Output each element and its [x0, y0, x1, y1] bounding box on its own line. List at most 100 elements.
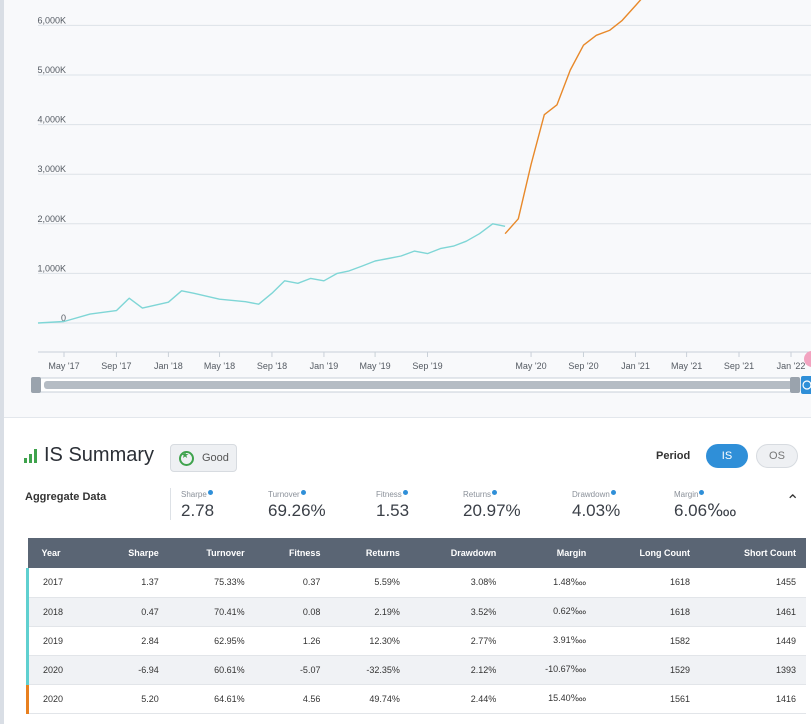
summary-header: IS Summary: [24, 444, 154, 467]
y-tick-label: 3,000K: [37, 164, 66, 174]
chevron-up-icon[interactable]: ⌃: [786, 493, 800, 510]
table-row: 2020 5.20 64.61% 4.56 49.74% 2.44% 15.40…: [26, 684, 806, 714]
table-cell: 2.12%: [409, 655, 507, 685]
is-summary-section: IS Summary Good Period IS OS Aggregate D…: [4, 420, 811, 724]
table-cell: 2018: [26, 597, 95, 627]
metric-drawdown: Drawdown 4.03%: [572, 490, 620, 521]
info-dot-icon[interactable]: [207, 490, 213, 495]
column-header[interactable]: Drawdown: [409, 538, 507, 568]
table-cell: 2020: [26, 684, 95, 714]
quality-badge: Good: [170, 444, 237, 472]
quality-badge-label: Good: [202, 452, 229, 464]
table-cell: 2.84: [94, 626, 169, 656]
pnl-chart-panel: 0 1,000K 2,000K 3,000K 4,000K 5,000K 6,000K Ma…: [4, 0, 811, 418]
column-header[interactable]: Turnover: [168, 538, 255, 568]
metric-turnover: Turnover 69.26%: [268, 490, 326, 521]
y-tick-label: 2,000K: [37, 214, 66, 224]
y-tick-label: 5,000K: [37, 65, 66, 75]
table-cell: 62.95%: [168, 626, 255, 656]
table-cell: 3.08%: [409, 568, 507, 598]
range-navigator-scrollbar[interactable]: [44, 381, 794, 389]
x-tick-label: Jan '18: [154, 361, 183, 371]
x-tick-label: Sep '20: [568, 361, 598, 371]
table-cell: 60.61%: [168, 655, 255, 685]
column-header[interactable]: Short Count: [699, 538, 806, 568]
metric-value: 4.03%: [572, 501, 621, 520]
table-header-row: Year Sharpe Turnover Fitness Returns Dra…: [27, 538, 806, 568]
pnl-series-is[interactable]: [37, 223, 506, 324]
left-sidebar-edge: [0, 0, 4, 724]
column-header[interactable]: Long Count: [596, 538, 700, 568]
medal-icon: [179, 450, 194, 466]
info-dot-icon[interactable]: [402, 490, 408, 495]
table-cell: 1529: [596, 655, 700, 685]
table-cell: 2.77%: [409, 626, 507, 656]
table-cell: 0.37: [254, 568, 331, 598]
y-tick-label: 1,000K: [37, 263, 66, 273]
pnl-series-os[interactable]: [504, 0, 649, 235]
info-dot-icon[interactable]: [492, 490, 498, 495]
table-cell: 0.62‱: [506, 597, 597, 627]
table-cell: -5.07: [254, 655, 331, 685]
range-handle-left[interactable]: [31, 377, 41, 393]
metric-label: Drawdown: [572, 490, 610, 499]
range-handle-right[interactable]: [790, 377, 800, 393]
x-tick-label: May '20: [515, 361, 546, 371]
table-cell: 2.19%: [330, 597, 410, 627]
x-tick-label: Sep '19: [412, 361, 442, 371]
table-row: 2017 1.37 75.33% 0.37 5.59% 3.08% 1.48‱ …: [26, 568, 806, 598]
table-cell: 0.47: [94, 597, 169, 627]
table-row: 2020 -6.94 60.61% -5.07 -32.35% 2.12% -1…: [26, 655, 806, 685]
column-header[interactable]: Returns: [330, 538, 410, 568]
column-header[interactable]: Sharpe: [94, 538, 169, 568]
table-cell: 12.30%: [330, 626, 410, 656]
table-cell: 1.26: [254, 626, 331, 656]
table-cell: 1449: [699, 626, 806, 656]
period-toggle-os[interactable]: OS: [756, 444, 798, 468]
column-header[interactable]: Fitness: [254, 538, 331, 568]
table-cell: 49.74%: [330, 684, 410, 714]
x-tick-label: Jan '19: [310, 361, 339, 371]
x-tick-label: May '21: [671, 361, 702, 371]
bar-chart-icon: [24, 448, 37, 463]
x-tick-label: Jan '21: [621, 361, 650, 371]
table-cell: 70.41%: [168, 597, 255, 627]
metric-value: 69.26%: [268, 501, 326, 520]
metric-value: 1.53: [376, 501, 410, 520]
x-tick-label: May '18: [204, 361, 235, 371]
table-cell: 1.37: [94, 568, 169, 598]
aggregate-divider: [170, 488, 171, 520]
period-label: Period: [656, 450, 691, 462]
x-tick-label: Sep '21: [724, 361, 754, 371]
zoom-reset-button[interactable]: [801, 376, 811, 394]
table-cell: 64.61%: [168, 684, 255, 714]
help-bubble-icon[interactable]: [804, 351, 811, 367]
info-dot-icon[interactable]: [300, 490, 306, 495]
table-cell: 2020: [26, 655, 95, 685]
aggregate-data-label: Aggregate Data: [25, 491, 107, 503]
pnl-chart[interactable]: 0 1,000K 2,000K 3,000K 4,000K 5,000K 6,000K Ma…: [4, 0, 811, 418]
table-cell: 1618: [596, 568, 700, 598]
table-cell: -6.94: [94, 655, 169, 685]
table-cell: 0.08: [254, 597, 331, 627]
table-cell: 1618: [596, 597, 700, 627]
simulation-results-page: 0 1,000K 2,000K 3,000K 4,000K 5,000K 6,000K Ma…: [4, 0, 811, 724]
y-tick-label: 4,000K: [37, 115, 66, 125]
metric-returns: Returns 20.97%: [463, 490, 521, 521]
period-toggle-is[interactable]: IS: [706, 444, 748, 468]
y-tick-label: 6,000K: [37, 15, 66, 25]
column-header[interactable]: Year: [27, 538, 95, 568]
table-cell: 2.44%: [409, 684, 507, 714]
table-cell: 15.40‱: [506, 684, 597, 714]
column-header[interactable]: Margin: [506, 538, 597, 568]
x-tick-label: Jan '22: [777, 361, 806, 371]
table-cell: 3.91‱: [506, 626, 597, 656]
table-cell: 1461: [699, 597, 806, 627]
table-cell: 75.33%: [168, 568, 255, 598]
metric-margin: Margin 6.06‱: [674, 490, 737, 521]
info-dot-icon[interactable]: [610, 490, 616, 495]
table-cell: -10.67‱: [506, 655, 597, 685]
yearly-stats-table: Year Sharpe Turnover Fitness Returns Dra…: [26, 538, 806, 714]
info-dot-icon[interactable]: [699, 490, 705, 495]
summary-title: IS Summary: [44, 444, 155, 466]
